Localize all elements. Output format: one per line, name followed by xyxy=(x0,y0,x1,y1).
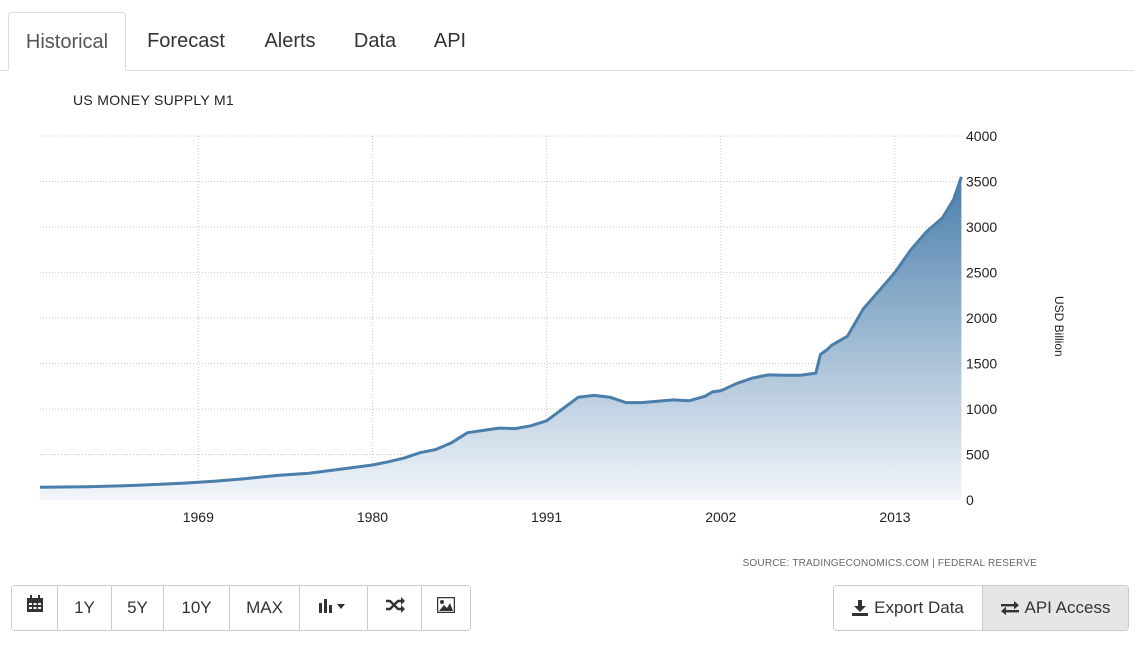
y-axis-label: USD Billion xyxy=(1052,296,1066,357)
x-axis-ticks: 1969 1980 1991 2002 2013 xyxy=(183,509,911,525)
series-line xyxy=(39,176,963,489)
series-group xyxy=(39,176,963,500)
y-tick-label: 2500 xyxy=(966,265,997,281)
range-max-button[interactable]: MAX xyxy=(230,586,300,630)
y-tick-label: 3500 xyxy=(966,174,997,190)
x-tick-label: 2002 xyxy=(705,509,736,525)
grid-lines xyxy=(40,135,963,500)
y-tick-label: 500 xyxy=(966,447,990,463)
range-10y-button[interactable]: 10Y xyxy=(164,586,230,630)
tab-bar: Historical Forecast Alerts Data API xyxy=(0,0,1134,71)
tab-alerts[interactable]: Alerts xyxy=(264,30,316,52)
x-tick-label: 1991 xyxy=(531,509,562,525)
shuffle-icon xyxy=(385,597,405,613)
chart-title: US MONEY SUPPLY M1 xyxy=(73,92,235,108)
y-tick-label: 1000 xyxy=(966,401,997,417)
image-button[interactable] xyxy=(422,586,470,630)
api-access-label: API Access xyxy=(1024,598,1111,617)
chart-type-button[interactable] xyxy=(300,586,368,630)
compare-button[interactable] xyxy=(368,586,422,630)
bar-chart-icon xyxy=(318,597,349,613)
exchange-icon xyxy=(1000,601,1019,615)
y-tick-label: 1500 xyxy=(966,356,997,372)
calendar-button[interactable] xyxy=(12,586,58,630)
image-icon xyxy=(437,597,455,613)
range-1y-button[interactable]: 1Y xyxy=(58,586,112,630)
x-tick-label: 2013 xyxy=(879,509,910,525)
y-tick-label: 0 xyxy=(966,492,974,508)
y-tick-label: 3000 xyxy=(966,219,997,235)
export-data-label: Export Data xyxy=(874,598,964,617)
source-label: SOURCE: TRADINGECONOMICS.COM | FEDERAL R… xyxy=(743,558,1038,569)
api-access-button[interactable]: API Access xyxy=(982,586,1128,630)
tab-forecast[interactable]: Forecast xyxy=(147,30,225,52)
chart-toolbar: 1Y 5Y 10Y MAX xyxy=(11,585,471,631)
x-tick-label: 1969 xyxy=(183,509,214,525)
action-buttons: Export Data API Access xyxy=(833,585,1129,631)
range-5y-button[interactable]: 5Y xyxy=(112,586,164,630)
tab-data[interactable]: Data xyxy=(353,30,397,52)
tab-historical[interactable]: Historical xyxy=(8,12,126,71)
y-tick-label: 4000 xyxy=(966,128,997,144)
y-tick-label: 2000 xyxy=(966,310,997,326)
calendar-icon xyxy=(26,595,44,613)
tab-api[interactable]: API xyxy=(433,30,467,52)
y-axis-ticks: 0 500 1000 1500 2000 2500 3000 3500 4000 xyxy=(966,128,997,508)
download-icon xyxy=(852,600,869,616)
export-data-button[interactable]: Export Data xyxy=(834,586,982,630)
series-area xyxy=(40,176,962,500)
x-tick-label: 1980 xyxy=(357,509,388,525)
